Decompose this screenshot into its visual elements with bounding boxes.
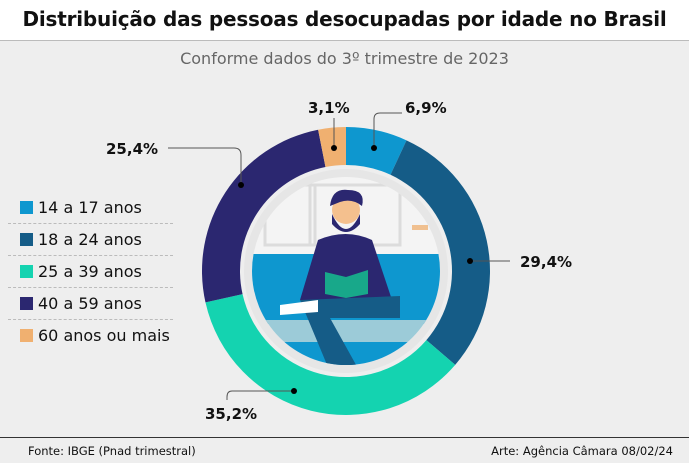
header: Distribuição das pessoas desocupadas por… [0,0,689,41]
data-label-14-17: 6,9% [405,99,447,117]
leader-dots [238,145,473,394]
reader-illustration [244,169,448,373]
source-note: Fonte: IBGE (Pnad trimestral) [28,444,196,458]
donut-slice-4 [201,129,326,303]
chart-subtitle: Conforme dados do 3º trimestre de 2023 [180,49,509,68]
donut-slice-3 [205,294,456,416]
legend-swatch [20,201,33,214]
donut-slices [201,127,490,416]
chart-title: Distribuição das pessoas desocupadas por… [22,7,667,31]
donut-slice-2 [390,140,490,365]
legend-item: 18 a 24 anos [8,224,173,256]
legend-label: 14 a 17 anos [38,198,142,217]
legend-swatch [20,233,33,246]
leader-lines [168,112,510,400]
legend-label: 40 a 59 anos [38,294,142,313]
data-label-40-59: 25,4% [106,140,158,158]
footer: Fonte: IBGE (Pnad trimestral) Arte: Agên… [0,437,689,458]
legend-item: 25 a 39 anos [8,256,173,288]
data-label-25-39: 35,2% [205,405,257,423]
legend-label: 25 a 39 anos [38,262,142,281]
donut-slice-1 [346,127,407,175]
legend-item: 40 a 59 anos [8,288,173,320]
credit-note: Arte: Agência Câmara 08/02/24 [491,444,673,458]
legend-item: 60 anos ou mais [8,320,173,351]
legend-swatch [20,329,33,342]
legend-swatch [20,265,33,278]
legend-swatch [20,297,33,310]
legend-label: 60 anos ou mais [38,326,170,345]
data-label-18-24: 29,4% [520,253,572,271]
data-label-60-mais: 3,1% [308,99,350,117]
legend-item: 14 a 17 anos [8,192,173,224]
legend: 14 a 17 anos 18 a 24 anos 25 a 39 anos 4… [8,192,173,351]
legend-label: 18 a 24 anos [38,230,142,249]
